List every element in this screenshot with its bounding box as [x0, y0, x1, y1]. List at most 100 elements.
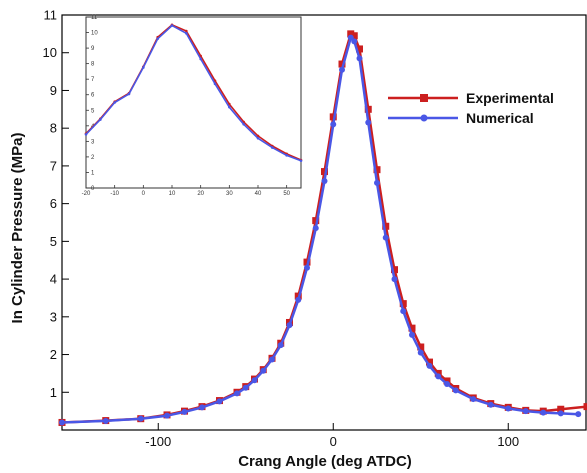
y-tick-label: 6	[50, 196, 57, 211]
inset-data-point-numerical	[170, 24, 174, 27]
data-point-numerical	[312, 225, 319, 232]
data-point-experimental	[382, 222, 390, 230]
data-point-numerical	[260, 367, 267, 374]
inset-x-tick-label: 40	[255, 191, 262, 197]
data-point-numerical	[365, 119, 372, 126]
legend: Experimental Numerical	[388, 90, 554, 126]
x-tick-label: 100	[497, 434, 519, 449]
inset-data-point-numerical	[256, 136, 260, 140]
inset-y-tick-label: 7	[91, 77, 95, 83]
legend-experimental-marker	[420, 94, 428, 102]
data-point-numerical	[487, 401, 494, 408]
inset-data-point-numerical	[299, 159, 303, 163]
y-tick-label: 1	[50, 385, 57, 400]
data-point-numerical	[251, 377, 258, 384]
inset-data-point-numerical	[127, 92, 131, 96]
inset-data-point-experimental	[185, 29, 188, 33]
y-tick-label: 5	[50, 234, 57, 249]
data-point-numerical	[181, 408, 188, 415]
inset-data-point-numerical	[156, 37, 159, 41]
inset-series-line-numerical	[85, 24, 302, 162]
data-point-experimental	[350, 32, 358, 40]
y-tick-label: 10	[43, 45, 57, 60]
y-tick-label: 3	[50, 309, 57, 324]
inset-y-tick-label: 10	[91, 31, 98, 37]
inset-y-tick-label: 1	[91, 170, 95, 176]
inset-data-point-numerical	[185, 32, 188, 35]
main-plot-frame	[61, 14, 587, 431]
data-point-numerical	[470, 396, 477, 403]
inset-x-tick-label: -10	[110, 191, 119, 197]
data-point-experimental	[399, 300, 407, 308]
inset-data-point-numerical	[213, 82, 217, 86]
data-point-numerical	[304, 264, 310, 271]
inset-y-tick-label: 2	[91, 155, 95, 161]
data-point-numerical	[164, 412, 170, 419]
inset-y-tick-label: 0	[91, 186, 95, 192]
inset-y-tick-label: 11	[91, 15, 98, 21]
x-tick-label: -100	[145, 434, 171, 449]
data-point-numerical	[330, 121, 337, 128]
data-point-numerical	[356, 55, 363, 62]
data-point-numerical	[557, 410, 564, 417]
data-point-numerical	[540, 409, 547, 416]
inset-x-tick-label: 20	[197, 191, 204, 197]
y-tick-label: 11	[44, 8, 58, 23]
data-point-experimental	[583, 403, 587, 411]
data-point-experimental	[443, 377, 451, 385]
data-point-numerical	[391, 276, 398, 283]
inset-data-point-numerical	[271, 146, 274, 149]
y-tick-label: 8	[50, 121, 57, 136]
data-point-numerical	[417, 349, 424, 356]
inset-x-tick-label: 50	[283, 191, 290, 197]
data-point-numerical	[59, 419, 65, 426]
data-point-experimental	[417, 343, 425, 351]
data-point-numerical	[374, 179, 380, 186]
data-point-experimental	[408, 324, 416, 332]
data-point-numerical	[351, 38, 358, 45]
data-point-numerical	[347, 34, 354, 41]
data-point-numerical	[382, 234, 389, 241]
data-point-numerical	[575, 411, 582, 418]
data-point-numerical	[286, 322, 293, 329]
inset-data-point-numerical	[113, 101, 116, 104]
inset-x-tick-label: 0	[142, 191, 146, 197]
x-axis-title: Crang Angle (deg ATDC)	[238, 453, 412, 470]
data-point-experimental	[426, 358, 433, 366]
data-point-numerical	[277, 342, 284, 349]
data-point-experimental	[391, 266, 398, 274]
data-point-experimental	[321, 168, 328, 176]
data-point-numerical	[269, 356, 275, 363]
inset-y-tick-label: 6	[91, 93, 95, 99]
data-point-experimental	[434, 369, 442, 377]
inset-y-tick-label: 3	[91, 139, 95, 145]
data-point-numerical	[137, 415, 144, 422]
inset-data-point-numerical	[285, 154, 288, 157]
data-point-numerical	[234, 390, 240, 397]
data-point-numerical	[242, 384, 249, 391]
y-tick-label: 7	[50, 158, 57, 173]
data-point-numerical	[522, 408, 529, 415]
legend-experimental-label: Experimental	[466, 90, 554, 106]
legend-numerical-marker	[420, 114, 428, 122]
data-point-experimental	[364, 105, 372, 113]
legend-numerical-label: Numerical	[466, 110, 534, 126]
data-point-numerical	[426, 362, 433, 369]
data-point-numerical	[452, 387, 459, 394]
x-tick-label: 0	[330, 434, 337, 449]
inset-data-point-numerical	[99, 118, 102, 121]
y-axis-title: In Cylinder Pressure (MPa)	[9, 133, 26, 324]
data-point-numerical	[339, 66, 345, 73]
data-point-numerical	[216, 398, 223, 405]
data-point-numerical	[102, 417, 109, 424]
inset-x-tick-label: 10	[169, 191, 176, 197]
inset-x-tick-label: 30	[226, 191, 233, 197]
inset-data-point-numerical	[142, 66, 145, 69]
data-point-experimental	[356, 45, 363, 53]
data-point-experimental	[557, 405, 565, 413]
data-point-experimental	[373, 166, 381, 174]
inset-y-tick-label: 9	[91, 46, 95, 52]
